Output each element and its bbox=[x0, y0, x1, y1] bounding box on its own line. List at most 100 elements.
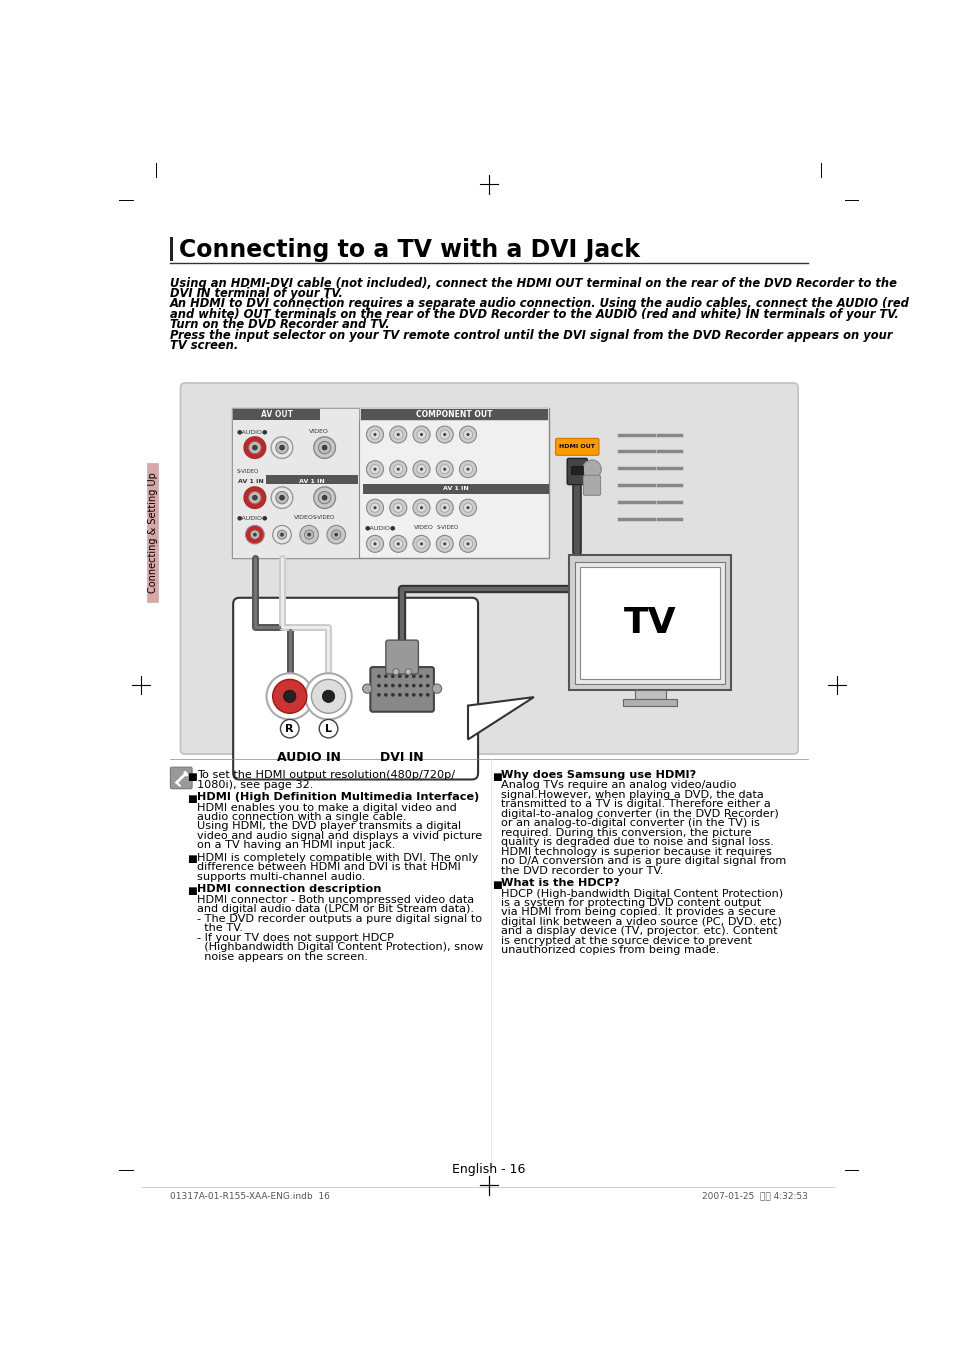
Circle shape bbox=[405, 693, 408, 697]
Circle shape bbox=[397, 683, 401, 687]
Circle shape bbox=[582, 460, 600, 479]
Text: unauthorized copies from being made.: unauthorized copies from being made. bbox=[500, 945, 720, 956]
Circle shape bbox=[390, 536, 406, 552]
Circle shape bbox=[370, 465, 379, 473]
Text: ■: ■ bbox=[187, 772, 197, 782]
Circle shape bbox=[279, 495, 284, 500]
Text: or an analog-to-digital converter (in the TV) is: or an analog-to-digital converter (in th… bbox=[500, 819, 760, 829]
Text: English - 16: English - 16 bbox=[452, 1163, 525, 1177]
Circle shape bbox=[397, 693, 401, 697]
Circle shape bbox=[373, 468, 376, 471]
Circle shape bbox=[253, 445, 257, 450]
Text: Why does Samsung use HDMI?: Why does Samsung use HDMI? bbox=[500, 770, 696, 780]
Circle shape bbox=[366, 499, 383, 517]
Circle shape bbox=[332, 530, 340, 540]
FancyBboxPatch shape bbox=[583, 476, 599, 495]
Circle shape bbox=[314, 487, 335, 508]
Circle shape bbox=[443, 468, 446, 471]
Circle shape bbox=[436, 536, 453, 552]
Circle shape bbox=[419, 542, 422, 545]
Circle shape bbox=[318, 442, 331, 454]
Text: signal.However, when playing a DVD, the data: signal.However, when playing a DVD, the … bbox=[500, 791, 763, 800]
Circle shape bbox=[463, 430, 472, 439]
Text: difference between HDMI and DVI is that HDMI: difference between HDMI and DVI is that … bbox=[196, 862, 460, 872]
Circle shape bbox=[366, 536, 383, 552]
FancyBboxPatch shape bbox=[233, 598, 477, 780]
Circle shape bbox=[439, 430, 449, 439]
Text: HDMI OUT: HDMI OUT bbox=[558, 445, 595, 449]
Text: DVI IN terminal of your TV.: DVI IN terminal of your TV. bbox=[170, 287, 342, 300]
Text: 01317A-01-R155-XAA-ENG.indb  16: 01317A-01-R155-XAA-ENG.indb 16 bbox=[170, 1192, 329, 1200]
Circle shape bbox=[275, 491, 288, 504]
Text: digital-to-analog converter (in the DVD Recorder): digital-to-analog converter (in the DVD … bbox=[500, 810, 779, 819]
Circle shape bbox=[413, 499, 430, 517]
Circle shape bbox=[466, 542, 469, 545]
Text: HDMI is completely compatible with DVI. The only: HDMI is completely compatible with DVI. … bbox=[196, 853, 477, 862]
Circle shape bbox=[443, 506, 446, 510]
Text: TV screen.: TV screen. bbox=[170, 339, 237, 353]
Circle shape bbox=[443, 542, 446, 545]
Text: Turn on the DVD Recorder and TV.: Turn on the DVD Recorder and TV. bbox=[170, 319, 389, 331]
Circle shape bbox=[377, 675, 380, 678]
Circle shape bbox=[418, 693, 422, 697]
Circle shape bbox=[327, 525, 345, 544]
Bar bbox=[232, 408, 549, 557]
Circle shape bbox=[304, 530, 314, 540]
Circle shape bbox=[322, 495, 327, 500]
Circle shape bbox=[244, 437, 266, 458]
Circle shape bbox=[273, 525, 291, 544]
Text: To set the HDMI output resolution(480p/720p/: To set the HDMI output resolution(480p/7… bbox=[196, 770, 455, 780]
Circle shape bbox=[311, 679, 345, 713]
Bar bbox=[232, 408, 549, 422]
Text: HDMI enables you to make a digital video and: HDMI enables you to make a digital video… bbox=[196, 803, 456, 812]
Circle shape bbox=[466, 506, 469, 510]
Text: digital link between a video source (PC, DVD. etc): digital link between a video source (PC,… bbox=[500, 917, 781, 928]
Circle shape bbox=[459, 426, 476, 443]
Circle shape bbox=[390, 461, 406, 477]
Text: S-VIDEO: S-VIDEO bbox=[436, 525, 459, 530]
FancyBboxPatch shape bbox=[567, 458, 587, 484]
Text: - If your TV does not support HDCP: - If your TV does not support HDCP bbox=[196, 933, 394, 942]
FancyBboxPatch shape bbox=[385, 640, 418, 674]
FancyBboxPatch shape bbox=[555, 438, 598, 456]
Text: - The DVD recorder outputs a pure digital signal to: - The DVD recorder outputs a pure digita… bbox=[196, 914, 481, 923]
Circle shape bbox=[280, 720, 298, 738]
Circle shape bbox=[418, 675, 422, 678]
Bar bbox=[360, 410, 547, 420]
Text: AUDIO IN: AUDIO IN bbox=[277, 751, 341, 765]
Circle shape bbox=[426, 683, 429, 687]
Text: video and audio signal and displays a vivid picture: video and audio signal and displays a vi… bbox=[196, 831, 481, 841]
Circle shape bbox=[384, 675, 387, 678]
Circle shape bbox=[416, 430, 426, 439]
Circle shape bbox=[443, 433, 446, 437]
Circle shape bbox=[436, 426, 453, 443]
Circle shape bbox=[266, 673, 313, 720]
Circle shape bbox=[412, 675, 415, 678]
Text: An HDMI to DVI connection requires a separate audio connection. Using the audio : An HDMI to DVI connection requires a sep… bbox=[170, 297, 908, 311]
Circle shape bbox=[305, 673, 352, 720]
Circle shape bbox=[391, 683, 394, 687]
FancyBboxPatch shape bbox=[180, 382, 798, 754]
Bar bbox=[147, 462, 158, 602]
Circle shape bbox=[394, 503, 402, 513]
Bar bbox=[579, 567, 720, 678]
Circle shape bbox=[412, 693, 415, 697]
Text: ■: ■ bbox=[492, 772, 501, 782]
Circle shape bbox=[370, 540, 379, 548]
Circle shape bbox=[466, 433, 469, 437]
Circle shape bbox=[397, 675, 401, 678]
Text: 1080i), see page 32.: 1080i), see page 32. bbox=[196, 780, 313, 789]
Circle shape bbox=[271, 487, 293, 508]
FancyBboxPatch shape bbox=[171, 767, 192, 789]
Polygon shape bbox=[468, 697, 534, 739]
Text: DVI IN: DVI IN bbox=[380, 751, 423, 765]
Bar bbox=[170, 237, 173, 260]
Circle shape bbox=[396, 506, 399, 510]
Circle shape bbox=[322, 445, 327, 450]
Circle shape bbox=[416, 465, 426, 473]
Circle shape bbox=[373, 433, 376, 437]
Text: HDMI connection description: HDMI connection description bbox=[196, 884, 381, 895]
FancyBboxPatch shape bbox=[370, 667, 434, 712]
Circle shape bbox=[393, 669, 398, 675]
Text: Connecting & Setting Up: Connecting & Setting Up bbox=[148, 472, 157, 593]
